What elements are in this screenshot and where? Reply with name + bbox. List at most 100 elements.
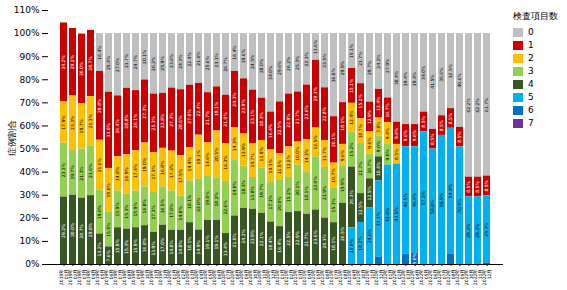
- svg-text:17.9%: 17.9%: [61, 115, 66, 130]
- svg-text:35.6%: 35.6%: [439, 67, 444, 82]
- svg-text:24.3%: 24.3%: [178, 54, 183, 69]
- svg-text:2020年12月: 2020年12月: [265, 269, 276, 286]
- svg-text:36.0%: 36.0%: [331, 67, 336, 82]
- svg-text:16.4%: 16.4%: [277, 238, 282, 253]
- svg-text:16.4%: 16.4%: [97, 45, 102, 60]
- svg-text:34.0%: 34.0%: [421, 65, 426, 80]
- svg-text:0%: 0%: [25, 259, 40, 269]
- svg-text:9.0%: 9.0%: [385, 148, 390, 160]
- svg-text:50.9%: 50.9%: [457, 198, 462, 213]
- svg-text:24.6%: 24.6%: [367, 228, 372, 243]
- svg-text:11.9%: 11.9%: [259, 146, 264, 161]
- svg-text:2021年10月: 2021年10月: [355, 269, 366, 286]
- svg-text:2020年11月: 2020年11月: [256, 269, 267, 286]
- svg-text:9.6%: 9.6%: [412, 129, 417, 141]
- svg-text:2022年11月: 2022年11月: [472, 269, 483, 286]
- svg-text:2021年05月: 2021年05月: [310, 269, 321, 286]
- svg-text:13.9%: 13.9%: [151, 241, 156, 256]
- svg-text:16.9%: 16.9%: [124, 166, 129, 181]
- svg-text:17.0%: 17.0%: [169, 203, 174, 218]
- svg-text:21.6%: 21.6%: [88, 163, 93, 178]
- svg-text:14.8%: 14.8%: [178, 240, 183, 255]
- svg-text:24.0%: 24.0%: [232, 180, 237, 195]
- svg-text:29.2%: 29.2%: [70, 54, 75, 69]
- svg-text:14.3%: 14.3%: [232, 136, 237, 151]
- svg-text:19.7%: 19.7%: [259, 183, 264, 198]
- svg-text:5.0%: 5.0%: [412, 252, 417, 264]
- svg-text:28.8%: 28.8%: [124, 114, 129, 129]
- svg-text:28.7%: 28.7%: [79, 223, 84, 238]
- svg-text:10.7%: 10.7%: [358, 123, 363, 138]
- svg-text:21.7%: 21.7%: [304, 232, 309, 247]
- svg-text:2021年09月: 2021年09月: [346, 269, 357, 286]
- svg-text:23.1%: 23.1%: [250, 109, 255, 124]
- svg-text:13.8%: 13.8%: [250, 186, 255, 201]
- svg-text:15.9%: 15.9%: [349, 238, 354, 253]
- svg-text:2021年04月: 2021年04月: [301, 269, 312, 286]
- svg-text:7.8%: 7.8%: [376, 121, 381, 133]
- svg-text:20.1%: 20.1%: [322, 233, 327, 248]
- svg-text:17.3%: 17.3%: [151, 165, 156, 180]
- svg-text:2022年06月: 2022年06月: [427, 269, 438, 286]
- svg-text:14.8%: 14.8%: [169, 240, 174, 255]
- svg-text:25.3%: 25.3%: [295, 55, 300, 70]
- svg-text:34.0%: 34.0%: [268, 65, 273, 80]
- svg-text:21.3%: 21.3%: [79, 166, 84, 181]
- svg-text:19.0%: 19.0%: [205, 191, 210, 206]
- svg-text:25.9%: 25.9%: [160, 56, 165, 71]
- svg-text:12.4%: 12.4%: [349, 110, 354, 125]
- svg-text:62.2%: 62.2%: [466, 98, 471, 113]
- svg-text:18.3%: 18.3%: [241, 179, 246, 194]
- svg-text:2020年01月: 2020年01月: [166, 269, 177, 286]
- svg-text:17.3%: 17.3%: [169, 163, 174, 178]
- svg-text:29.3%: 29.3%: [484, 222, 489, 237]
- svg-text:23.6%: 23.6%: [304, 104, 309, 119]
- svg-text:16.4%: 16.4%: [268, 123, 273, 138]
- svg-text:2020年10月: 2020年10月: [247, 269, 258, 286]
- svg-text:2019年03月: 2019年03月: [76, 269, 87, 286]
- svg-text:21.6%: 21.6%: [97, 157, 102, 172]
- svg-text:25.4%: 25.4%: [106, 55, 111, 70]
- svg-text:2019年09月: 2019年09月: [130, 269, 141, 286]
- svg-text:43.5%: 43.5%: [394, 206, 399, 221]
- svg-text:2019年12月: 2019年12月: [157, 269, 168, 286]
- svg-text:20%: 20%: [19, 213, 39, 223]
- svg-text:14.3%: 14.3%: [304, 148, 309, 163]
- svg-text:90%: 90%: [19, 52, 39, 62]
- svg-text:10.4%: 10.4%: [376, 161, 381, 176]
- svg-text:33.1%: 33.1%: [376, 211, 381, 226]
- svg-text:19.1%: 19.1%: [205, 235, 210, 250]
- svg-text:15.9%: 15.9%: [133, 202, 138, 217]
- svg-text:2021年11月: 2021年11月: [364, 269, 375, 286]
- svg-text:14.8%: 14.8%: [178, 205, 183, 220]
- svg-text:21.6%: 21.6%: [196, 51, 201, 66]
- svg-text:2019年01月: 2019年01月: [58, 269, 69, 286]
- svg-text:2022年10月: 2022年10月: [463, 269, 474, 286]
- svg-text:24.3%: 24.3%: [241, 229, 246, 244]
- svg-text:19.1%: 19.1%: [214, 101, 219, 116]
- svg-text:15.3%: 15.3%: [124, 204, 129, 219]
- svg-text:17.0%: 17.0%: [160, 237, 165, 252]
- svg-text:62.2%: 62.2%: [475, 98, 480, 113]
- svg-text:18.4%: 18.4%: [268, 235, 273, 250]
- svg-text:15.2%: 15.2%: [358, 93, 363, 108]
- svg-text:2022年01月: 2022年01月: [382, 269, 393, 286]
- svg-text:16.8%: 16.8%: [142, 198, 147, 213]
- svg-text:20.1%: 20.1%: [295, 181, 300, 196]
- svg-text:16.3%: 16.3%: [223, 155, 228, 170]
- svg-text:24.5%: 24.5%: [250, 54, 255, 69]
- svg-text:2022年02月: 2022年02月: [391, 269, 402, 286]
- svg-text:40.6%: 40.6%: [457, 73, 462, 88]
- svg-text:13.9%: 13.9%: [241, 142, 246, 157]
- svg-text:22.1%: 22.1%: [259, 231, 264, 246]
- svg-text:25.6%: 25.6%: [205, 55, 210, 70]
- svg-text:23.1%: 23.1%: [214, 52, 219, 67]
- svg-text:2022年08月: 2022年08月: [445, 269, 456, 286]
- svg-text:54.4%: 54.4%: [448, 183, 453, 198]
- svg-text:14.4%: 14.4%: [187, 156, 192, 171]
- svg-text:9.4%: 9.4%: [385, 127, 390, 139]
- svg-text:32.5%: 32.5%: [448, 63, 453, 78]
- svg-text:11.6%: 11.6%: [313, 39, 318, 54]
- svg-text:15.2%: 15.2%: [349, 142, 354, 157]
- svg-text:15.9%: 15.9%: [340, 177, 345, 192]
